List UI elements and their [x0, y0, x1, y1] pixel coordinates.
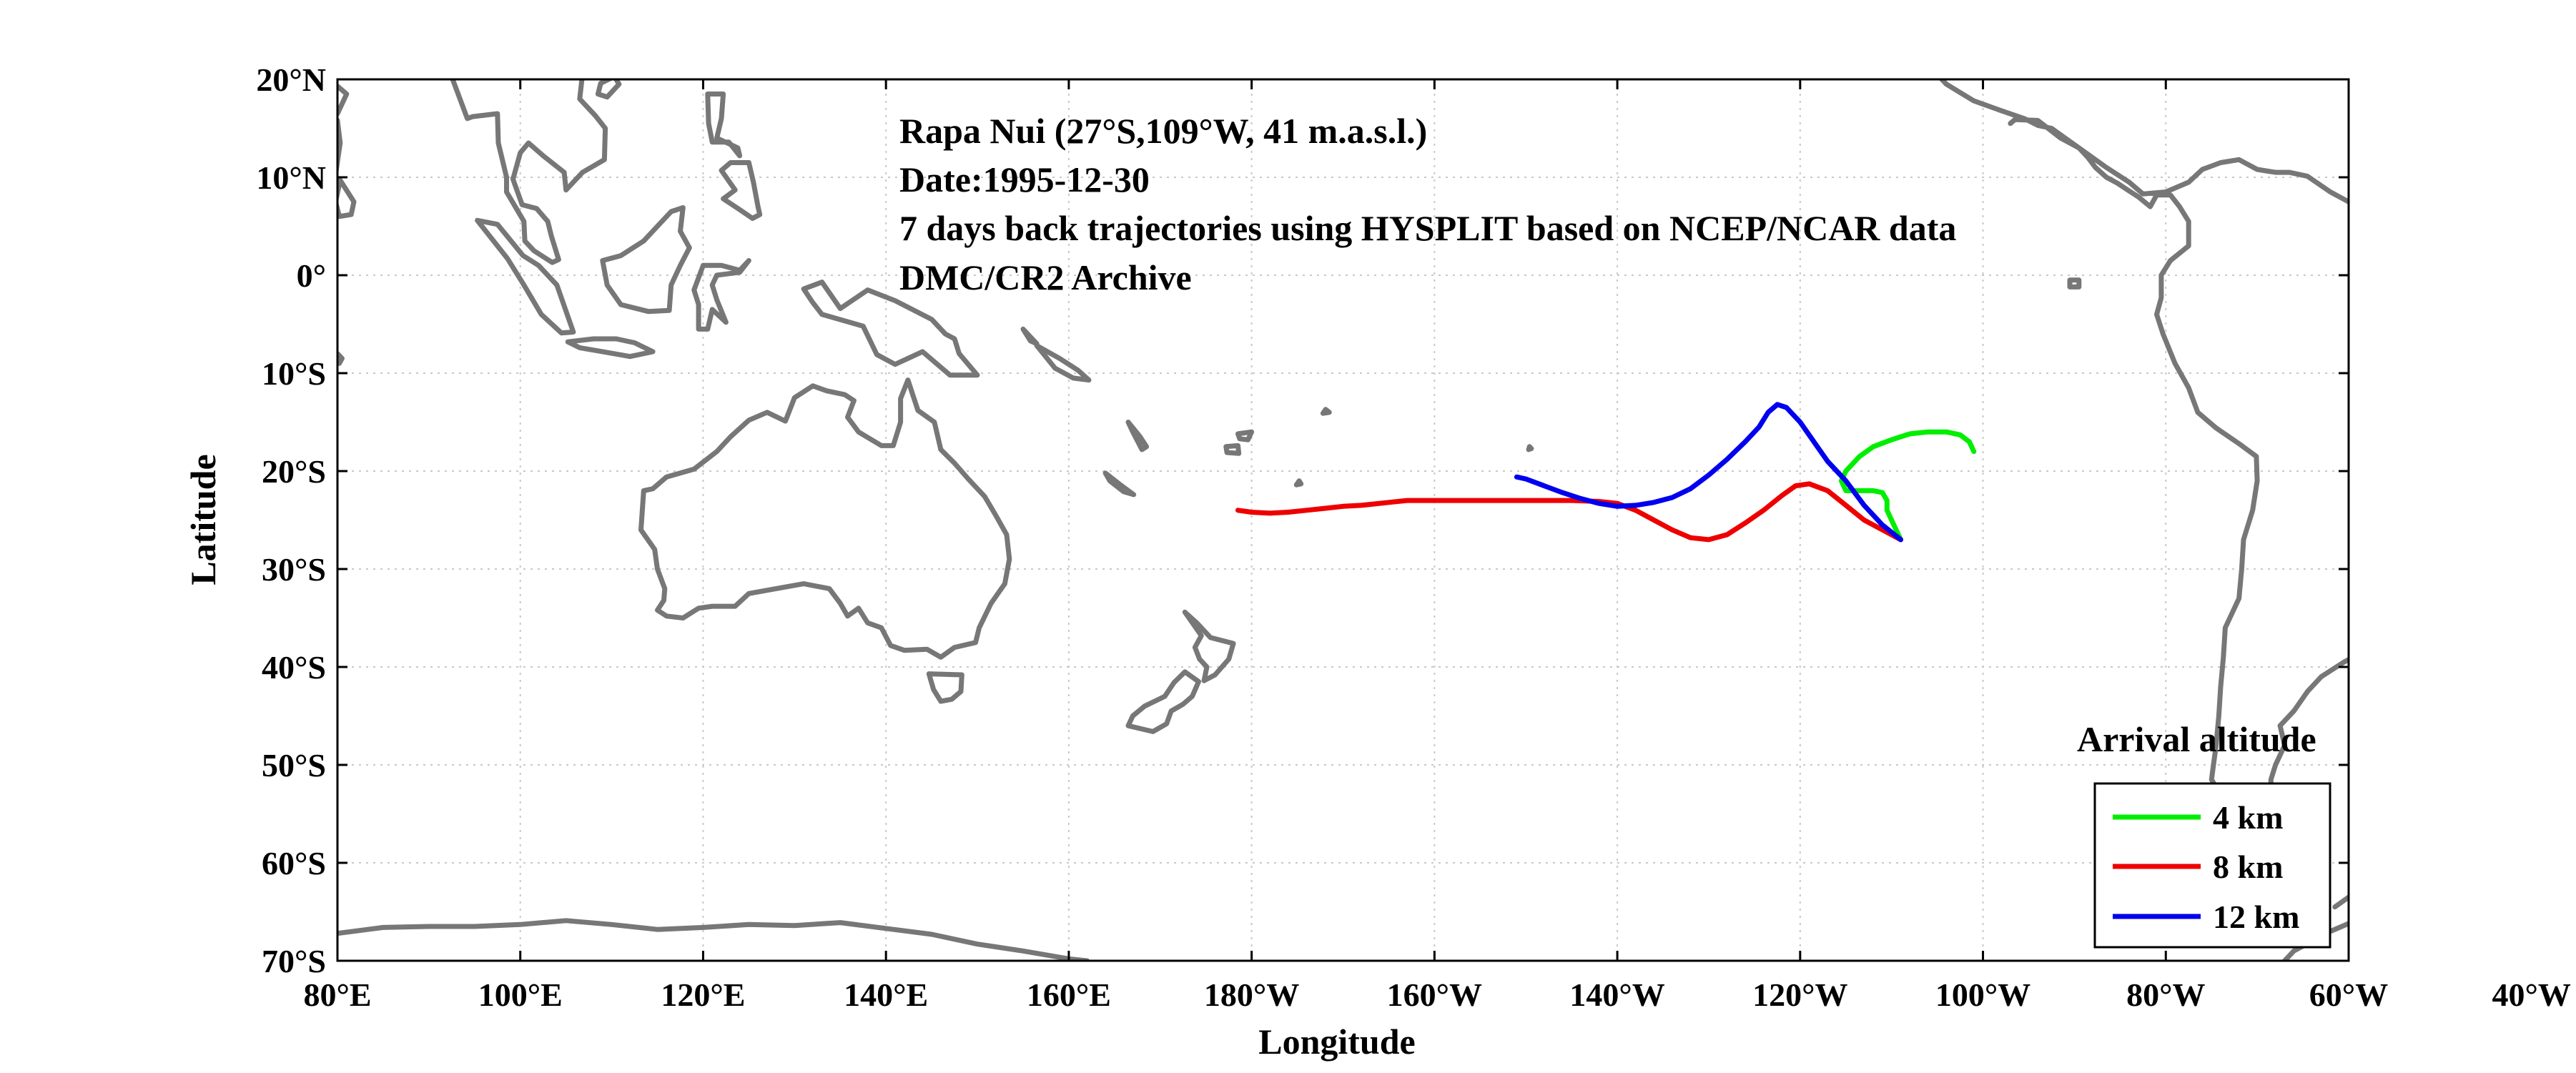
x-tick-label: 120°W	[1752, 976, 1847, 1013]
y-tick-label: 60°S	[262, 845, 326, 881]
coastline	[450, 79, 608, 265]
coastline	[600, 205, 692, 315]
coastline	[1125, 669, 1201, 734]
y-tick-label: 50°S	[262, 747, 326, 783]
coastline	[801, 280, 980, 378]
coastline	[1293, 478, 1304, 488]
coastline	[337, 84, 350, 117]
x-tick-label: 140°W	[1569, 976, 1664, 1013]
trajectories	[1235, 402, 1977, 543]
coastline	[719, 160, 763, 221]
y-tick-label: 10°N	[256, 159, 326, 196]
annotation-date: Date:1995-12-30	[899, 159, 1150, 199]
legend: 4 km 8 km 12 km	[2093, 782, 2331, 949]
x-tick-label: 160°E	[1027, 976, 1111, 1013]
legend-title: Arrival altitude	[2077, 719, 2316, 759]
coastline	[1320, 407, 1332, 416]
x-tick-label: 80°W	[2126, 976, 2205, 1013]
coastline	[1235, 429, 1255, 442]
x-axis-title: Longitude	[1258, 1022, 1416, 1062]
coastline	[565, 336, 656, 360]
coastline	[1938, 79, 2349, 807]
plot-frame	[336, 78, 2350, 962]
y-tick-label: 20°S	[262, 453, 326, 490]
coastline	[926, 671, 964, 704]
trajectory-8km	[1235, 481, 1903, 543]
coastline	[704, 31, 721, 60]
legend-label-4km: 4 km	[2213, 799, 2283, 836]
x-tick-label: 100°E	[478, 976, 563, 1013]
y-tick-label: 20°N	[256, 61, 326, 98]
coastline	[705, 92, 743, 159]
y-tick-label: 40°S	[262, 649, 326, 686]
x-tick-label: 40°W	[2492, 976, 2571, 1013]
coastline	[1102, 470, 1137, 498]
coastline	[638, 377, 1012, 660]
x-tick-label: 120°E	[661, 976, 745, 1013]
y-tick-label: 10°S	[262, 355, 326, 392]
x-tick-label: 60°W	[2309, 976, 2388, 1013]
x-tick-label: 140°E	[844, 976, 928, 1013]
trajectory-12km	[1514, 402, 1903, 543]
y-tick-label: 0°	[297, 257, 326, 294]
trajectory-4km	[1838, 429, 1977, 543]
legend-label-8km: 8 km	[2213, 849, 2283, 885]
coastline	[2067, 277, 2082, 290]
x-tick-label: 160°W	[1387, 976, 1482, 1013]
annotation-block: Rapa Nui (27°S,109°W, 41 m.a.s.l.) Date:…	[899, 111, 1956, 297]
annotation-site: Rapa Nui (27°S,109°W, 41 m.a.s.l.)	[899, 111, 1427, 151]
coastline	[1125, 420, 1150, 453]
y-tick-label: 30°S	[262, 551, 326, 588]
coastline	[475, 217, 576, 336]
annotation-archive: DMC/CR2 Archive	[899, 257, 1192, 297]
coastline	[691, 258, 751, 332]
x-tick-label: 180°W	[1204, 976, 1299, 1013]
x-tick-label: 100°W	[1935, 976, 2030, 1013]
coastline	[1182, 609, 1236, 683]
x-tick-label: 80°E	[303, 976, 371, 1013]
y-axis-title: Latitude	[183, 454, 223, 585]
coastline	[337, 177, 357, 219]
coastline	[337, 918, 1090, 961]
annotation-method: 7 days back trajectories using HYSPLIT b…	[899, 208, 1956, 248]
y-tick-label: 70°S	[262, 943, 326, 979]
coastline	[1526, 444, 1534, 453]
axis-ticks: 80°E 100°E 120°E 140°E 160°E 180°W 160°W 140°W 1…	[256, 61, 2571, 1013]
coastline	[1223, 442, 1242, 456]
legend-label-12km: 12 km	[2213, 899, 2299, 935]
coastline	[1034, 343, 1092, 383]
coastline	[1020, 326, 1040, 347]
